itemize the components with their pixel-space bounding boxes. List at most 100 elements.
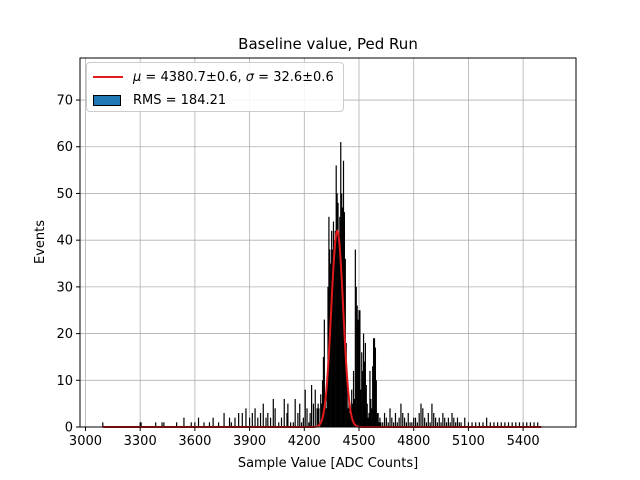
histogram-bar xyxy=(396,422,398,427)
histogram-bar xyxy=(241,412,243,427)
histogram-bar xyxy=(251,412,253,427)
histogram-bar xyxy=(359,310,361,427)
histogram-bar xyxy=(321,380,324,427)
histogram-bar xyxy=(372,366,374,427)
histogram-bar xyxy=(382,422,384,427)
histogram-bar xyxy=(262,403,264,427)
histogram-bar xyxy=(529,422,532,427)
histogram-bar xyxy=(365,384,367,427)
histogram xyxy=(102,142,539,427)
histogram-bar xyxy=(302,417,304,427)
histogram-bar xyxy=(245,408,247,427)
histogram-bar xyxy=(203,422,205,427)
histogram-bar xyxy=(197,417,200,427)
histogram-bar xyxy=(286,412,288,427)
histogram-bar xyxy=(475,422,477,427)
histogram-bar xyxy=(351,389,353,427)
histogram-bar xyxy=(471,422,473,427)
histogram-bar xyxy=(375,380,377,427)
histogram-bar xyxy=(292,422,294,427)
histogram-bar xyxy=(269,417,272,427)
x-tick-label: 4800 xyxy=(397,434,430,449)
histogram-bar xyxy=(377,412,379,427)
histogram-bar xyxy=(294,398,296,427)
histogram-bar xyxy=(496,422,499,427)
histogram-bar xyxy=(411,422,413,427)
x-axis-label: Sample Value [ADC Counts] xyxy=(238,456,418,471)
y-tick-label: 20 xyxy=(56,327,73,342)
histogram-bar xyxy=(299,403,301,427)
histogram-bar xyxy=(335,165,337,427)
histogram-bar xyxy=(330,263,332,427)
x-tick-label: 4200 xyxy=(288,434,321,449)
histogram-bar xyxy=(393,422,395,427)
histogram-bar xyxy=(306,408,308,427)
legend-histogram-label: RMS = 184.21 xyxy=(133,92,227,108)
histogram-bar xyxy=(533,422,535,427)
histogram-bar xyxy=(387,422,389,427)
histogram-bar xyxy=(444,417,446,427)
histogram-bar xyxy=(380,422,382,427)
histogram-bar xyxy=(155,422,157,427)
histogram-bar xyxy=(362,333,365,427)
histogram-bar xyxy=(537,422,539,427)
x-axis: 3000 3300 3600 3900 4200 4500 4800 5100 5400 xyxy=(69,427,540,449)
histogram-bar xyxy=(323,319,325,427)
histogram-bar xyxy=(317,403,319,427)
plot-frame xyxy=(79,57,577,428)
histogram-bar xyxy=(354,249,356,427)
histogram-bar xyxy=(515,422,517,427)
histogram-bar xyxy=(364,342,366,427)
histogram-bar xyxy=(238,412,240,427)
histogram-bar xyxy=(309,412,311,427)
histogram-bar xyxy=(398,417,400,427)
histogram-bar xyxy=(379,417,381,427)
histogram-bar xyxy=(348,398,350,427)
histogram-bar xyxy=(265,417,267,427)
histogram-bar xyxy=(324,398,326,427)
histogram-bar xyxy=(374,347,377,427)
legend-item-fit: μ = 4380.7±0.6, σ = 32.6±0.6 xyxy=(93,68,334,86)
histogram-bar xyxy=(340,142,342,427)
x-tick-label: 3900 xyxy=(233,434,266,449)
histogram-bar xyxy=(353,398,356,427)
histogram-bar xyxy=(458,422,460,427)
histogram-bar xyxy=(331,230,333,427)
y-tick-label: 10 xyxy=(56,374,73,389)
histogram-bar xyxy=(422,408,424,427)
histogram-bar xyxy=(373,338,376,427)
histogram-bar xyxy=(376,412,378,427)
histogram-bar xyxy=(161,422,163,427)
histogram-bar xyxy=(453,417,455,427)
histogram-bar xyxy=(321,403,323,427)
histogram-bar xyxy=(424,417,426,427)
histogram-bar xyxy=(363,361,366,427)
histogram-bar xyxy=(283,398,285,427)
histogram-bar xyxy=(274,408,276,427)
histogram-bar xyxy=(322,356,325,427)
histogram-bar xyxy=(389,408,391,427)
histogram-bar xyxy=(357,319,359,427)
histogram-bar xyxy=(347,408,349,427)
histogram-bar xyxy=(308,422,310,427)
histogram-bar xyxy=(223,412,225,427)
histogram-bar xyxy=(272,398,274,427)
histogram-bar xyxy=(325,408,327,427)
histogram-bar xyxy=(341,193,343,427)
histogram-bar xyxy=(482,422,484,427)
histogram-bar xyxy=(427,412,429,427)
histogram-bar xyxy=(400,403,402,427)
histogram-bar xyxy=(467,422,470,427)
y-tick-label: 40 xyxy=(56,234,73,249)
histogram-bar xyxy=(526,422,528,427)
histogram-bar xyxy=(385,417,387,427)
histogram-bar xyxy=(418,412,420,427)
histogram-bar xyxy=(334,230,336,427)
histogram-bar xyxy=(507,422,510,427)
histogram-bar xyxy=(300,422,303,427)
histogram-bar xyxy=(350,408,352,427)
histogram-bar xyxy=(257,417,259,427)
histogram-bar xyxy=(208,422,211,427)
histogram-bar xyxy=(451,412,453,427)
